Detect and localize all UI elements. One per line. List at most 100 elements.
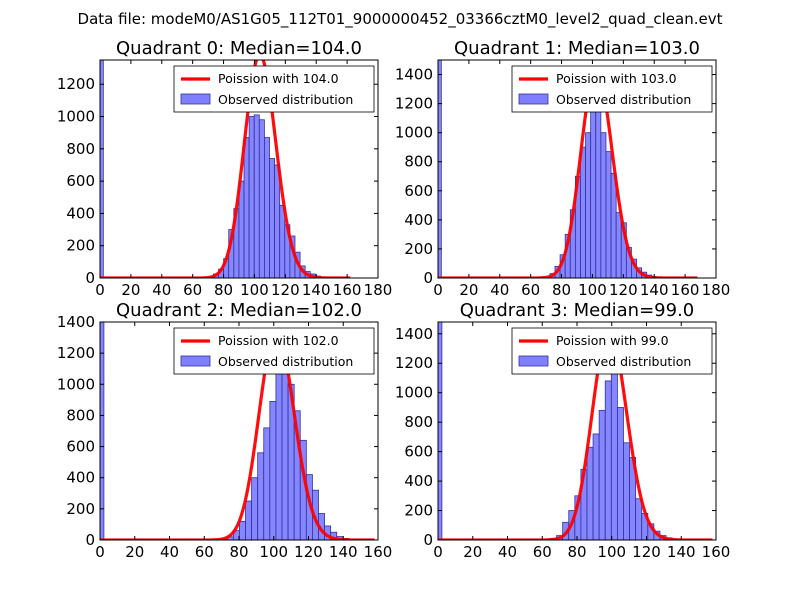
legend-label-observed: Observed distribution xyxy=(556,92,691,107)
x-tick-label: 60 xyxy=(533,543,552,561)
legend-label-observed: Observed distribution xyxy=(218,354,353,369)
histogram-bar xyxy=(245,500,252,540)
y-tick-label: 200 xyxy=(404,240,433,258)
y-tick-label: 1400 xyxy=(57,313,95,331)
histogram-bar xyxy=(263,427,271,540)
y-tick-label: 200 xyxy=(404,502,433,520)
y-tick-label: 1200 xyxy=(57,75,95,93)
quadrant-2-panel: Quadrant 2: Median=102.0 0 20 40 60 80 100 120 1… xyxy=(57,300,393,561)
legend-label-observed: Observed distribution xyxy=(556,354,691,369)
y-tick-label: 200 xyxy=(66,500,95,518)
y-tick-label: 800 xyxy=(66,406,95,424)
x-tick-label: 180 xyxy=(702,281,731,299)
quadrant-3-title: Quadrant 3: Median=99.0 xyxy=(460,300,695,321)
histogram-bar xyxy=(281,349,289,540)
y-tick-label: 600 xyxy=(404,443,433,461)
figure-suptitle: Data file: modeM0/AS1G05_112T01_90000004… xyxy=(78,10,723,29)
legend-patch-swatch xyxy=(180,355,211,367)
y-tick-label: 1000 xyxy=(57,375,95,393)
histogram-bar xyxy=(592,433,600,540)
x-tick-label: 160 xyxy=(333,281,362,299)
histogram-bar xyxy=(264,137,270,278)
histogram-bar xyxy=(604,380,612,540)
x-tick-label: 80 xyxy=(567,543,586,561)
x-tick-label: 80 xyxy=(214,281,233,299)
y-tick-label: 800 xyxy=(66,140,95,158)
histogram-bar xyxy=(100,322,105,540)
histogram-bar xyxy=(635,498,643,540)
histogram-bar xyxy=(274,164,281,278)
x-tick-label: 40 xyxy=(152,281,171,299)
histogram-bar xyxy=(605,151,612,278)
x-tick-label: 100 xyxy=(578,281,607,299)
x-tick-label: 160 xyxy=(671,281,700,299)
y-tick-label: 1000 xyxy=(57,108,95,126)
y-tick-label: 1000 xyxy=(395,384,433,402)
y-tick-label: 0 xyxy=(423,269,433,287)
x-tick-label: 120 xyxy=(294,543,323,561)
x-tick-label: 100 xyxy=(240,281,269,299)
legend: Poission with 99.0 Observed distribution xyxy=(511,327,713,375)
y-tick-label: 400 xyxy=(66,204,95,222)
x-tick-label: 120 xyxy=(609,281,638,299)
x-tick-label: 80 xyxy=(552,281,571,299)
quadrant-3-panel: Quadrant 3: Median=99.0 0 20 40 60 80 100 120 14… xyxy=(395,300,731,561)
x-tick-label: 140 xyxy=(640,281,669,299)
axes-frame xyxy=(99,59,379,279)
x-tick-label: 0 xyxy=(95,543,105,561)
x-tick-label: 120 xyxy=(632,543,661,561)
y-tick-label: 0 xyxy=(423,531,433,549)
x-tick-label: 180 xyxy=(364,281,393,299)
y-tick-label: 400 xyxy=(404,211,433,229)
y-tick-label: 600 xyxy=(66,438,95,456)
x-tick-label: 140 xyxy=(667,543,696,561)
y-tick-label: 800 xyxy=(404,413,433,431)
histogram-bar xyxy=(610,172,617,278)
poisson-curve xyxy=(438,328,714,540)
quadrant-1-panel: Quadrant 1: Median=103.00 20 40 60 80 100 120 1… xyxy=(395,38,731,299)
histogram-bar xyxy=(590,110,597,278)
histogram-bar xyxy=(615,212,622,278)
x-tick-label: 0 xyxy=(433,281,443,299)
histogram-bar xyxy=(623,442,630,540)
legend: Poission with 103.0 Observed distribution xyxy=(511,65,713,113)
y-tick-label: 400 xyxy=(404,472,433,490)
histogram-bar xyxy=(600,132,607,278)
legend-label-poisson: Poission with 103.0 xyxy=(556,71,677,86)
y-tick-label: 1200 xyxy=(395,95,433,113)
histogram-bar xyxy=(269,401,277,540)
quadrant-0-panel: Quadrant 0: Median=104.00 20 40 60 80 100 120 1… xyxy=(57,38,393,299)
legend-label-observed: Observed distribution xyxy=(218,92,353,107)
y-tick-label: 200 xyxy=(66,237,95,255)
x-tick-label: 60 xyxy=(521,281,540,299)
histogram-bar xyxy=(239,520,246,540)
histogram-bar xyxy=(279,204,286,278)
histogram-bar xyxy=(586,446,594,540)
histogram-bar xyxy=(248,116,255,278)
x-tick-label: 20 xyxy=(459,281,478,299)
quadrant-1-title: Quadrant 1: Median=103.0 xyxy=(454,38,700,59)
histogram-bar xyxy=(580,146,586,278)
y-tick-label: 400 xyxy=(66,469,95,487)
axes-frame xyxy=(437,59,717,279)
histogram-bar xyxy=(269,158,275,278)
x-tick-label: 140 xyxy=(302,281,331,299)
y-tick-label: 1400 xyxy=(395,325,433,343)
legend-label-poisson: Poission with 99.0 xyxy=(556,333,669,348)
legend-label-poisson: Poission with 102.0 xyxy=(218,333,339,348)
y-tick-label: 600 xyxy=(404,182,433,200)
quadrant-0-title: Quadrant 0: Median=104.0 xyxy=(116,38,362,59)
histogram-bar xyxy=(257,452,265,540)
histogram-bar xyxy=(251,477,259,540)
x-tick-label: 20 xyxy=(463,543,482,561)
x-tick-label: 40 xyxy=(490,281,509,299)
x-tick-label: 60 xyxy=(183,281,202,299)
quadrant-2-title: Quadrant 2: Median=102.0 xyxy=(116,300,362,321)
x-tick-label: 100 xyxy=(597,543,626,561)
legend-patch-swatch xyxy=(180,93,211,105)
x-tick-label: 120 xyxy=(271,281,300,299)
histogram-bar xyxy=(438,60,442,278)
histogram-bar xyxy=(243,137,250,278)
legend-patch-swatch xyxy=(518,93,549,105)
